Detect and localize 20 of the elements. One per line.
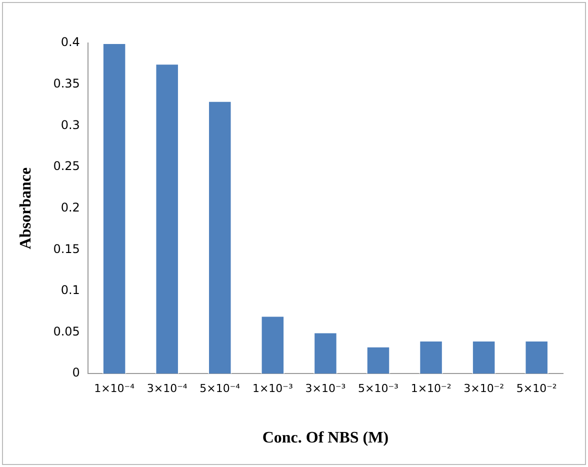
x-tick-label: 1×10⁻³ bbox=[252, 382, 293, 396]
x-tick-label: 1×10⁻⁴ bbox=[94, 382, 136, 396]
y-tick-label: 0.05 bbox=[53, 324, 80, 338]
x-tick-label: 5×10⁻³ bbox=[358, 382, 398, 396]
y-tick-label: 0.35 bbox=[53, 76, 80, 90]
y-tick-label: 0 bbox=[72, 366, 80, 380]
x-tick-label: 3×10⁻⁴ bbox=[146, 382, 188, 396]
y-tick-label: 0.25 bbox=[53, 159, 80, 174]
x-tick-label: 1×10⁻² bbox=[410, 382, 452, 396]
x-tick-label: 3×10⁻³ bbox=[305, 382, 346, 396]
y-tick-label: 0.2 bbox=[60, 200, 80, 214]
x-tick-label: 5×10⁻² bbox=[516, 382, 557, 396]
y-axis-title: Absorbance bbox=[18, 167, 35, 250]
y-tick-label: 0.3 bbox=[60, 118, 80, 132]
x-tick-label: 5×10⁻⁴ bbox=[200, 382, 241, 396]
x-tick-label: 3×10⁻² bbox=[464, 382, 504, 396]
x-axis-title: Conc. Of NBS (M) bbox=[262, 430, 389, 447]
y-tick-label: 0.15 bbox=[53, 242, 80, 256]
y-tick-label: 0.4 bbox=[60, 35, 80, 50]
y-tick-label: 0.1 bbox=[60, 283, 80, 298]
